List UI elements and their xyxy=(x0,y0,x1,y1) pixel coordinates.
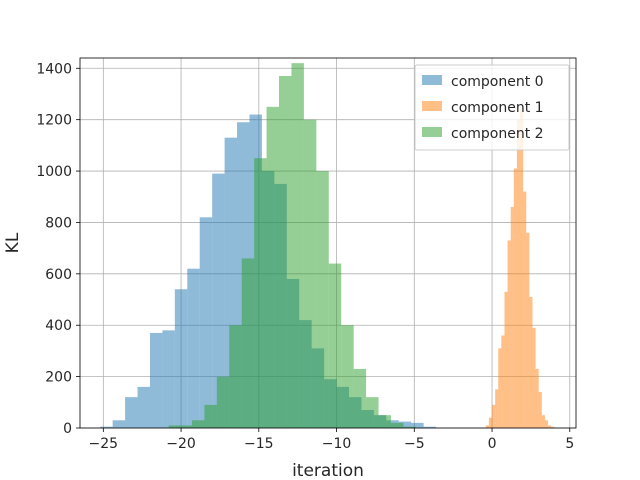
histogram-bar xyxy=(366,397,379,428)
y-tick-label: 1000 xyxy=(36,164,72,180)
histogram-bar xyxy=(279,75,292,428)
histogram-bar xyxy=(216,376,230,428)
histogram-bar xyxy=(523,191,527,428)
histogram-bar xyxy=(204,404,217,428)
legend: component 0 component 1 component 2 xyxy=(414,64,570,151)
histogram-bar xyxy=(485,425,489,428)
histogram-bar xyxy=(541,415,545,428)
histogram-bars xyxy=(100,63,555,429)
x-tick-label: −20 xyxy=(166,436,196,452)
histogram-bar xyxy=(266,106,280,428)
series-component-2 xyxy=(168,63,416,429)
histogram-bar xyxy=(149,332,163,428)
histogram-bar xyxy=(316,171,329,429)
histogram-bar xyxy=(162,330,175,428)
histogram-bar xyxy=(390,422,404,428)
histogram-bar xyxy=(526,232,530,428)
histogram-bar xyxy=(535,368,539,428)
histogram-bar xyxy=(411,422,424,428)
histogram-bar xyxy=(328,263,342,428)
histogram-bar xyxy=(516,119,521,429)
plot-frame xyxy=(79,57,577,429)
histogram-bar xyxy=(112,420,126,428)
histogram-bar xyxy=(551,426,555,428)
legend-label: component 0 xyxy=(451,74,544,90)
y-tick-label: 1400 xyxy=(36,61,72,77)
histogram-bar xyxy=(187,268,200,428)
legend-swatch xyxy=(422,127,442,137)
histogram-bar xyxy=(548,425,552,428)
y-tick-label: 200 xyxy=(45,370,72,386)
legend-swatch xyxy=(422,75,442,85)
histogram-bar xyxy=(137,386,150,428)
x-tick-label: −10 xyxy=(322,436,352,452)
histogram-bar xyxy=(501,335,505,428)
histogram-bar xyxy=(303,119,317,429)
histogram-bar xyxy=(520,109,524,428)
histogram-bar xyxy=(403,426,416,428)
histogram-bar xyxy=(229,325,242,428)
histogram-bar xyxy=(353,368,367,428)
legend-swatch xyxy=(422,101,442,111)
legend-label: component 2 xyxy=(451,126,544,142)
histogram-bar xyxy=(168,425,192,428)
x-tick-label: −15 xyxy=(244,436,274,452)
histogram-bar xyxy=(174,289,188,428)
histogram-bar xyxy=(241,258,255,428)
series-component-1 xyxy=(485,109,555,429)
histogram-bar xyxy=(199,217,213,428)
x-tick-label: −5 xyxy=(404,436,425,452)
histogram-bar xyxy=(504,291,508,428)
x-tick-label: 5 xyxy=(565,436,574,452)
histogram-bar xyxy=(529,296,533,428)
histogram-bar xyxy=(532,327,536,428)
y-tick-label: 0 xyxy=(63,421,72,437)
histogram-bar xyxy=(125,397,138,428)
histogram-bar xyxy=(378,415,391,428)
y-axis-label: KL xyxy=(3,232,23,253)
histogram-bar xyxy=(291,63,304,429)
x-tick-label: −25 xyxy=(89,436,119,452)
legend-box xyxy=(414,64,570,151)
histogram-bar xyxy=(513,168,517,428)
y-tick-label: 800 xyxy=(45,215,72,231)
histogram-bar xyxy=(191,420,205,428)
histogram-bar xyxy=(492,404,496,428)
histogram-bar xyxy=(100,426,113,428)
histogram-bar xyxy=(423,426,437,428)
histogram-bar xyxy=(341,325,354,428)
y-tick-label: 600 xyxy=(45,267,72,283)
histogram-bar xyxy=(498,348,502,428)
histogram-bar xyxy=(544,420,549,428)
histogram-bar xyxy=(398,421,412,428)
x-axis-label: iteration xyxy=(292,461,364,480)
y-tick-label: 400 xyxy=(45,318,72,334)
histogram-bar xyxy=(212,173,225,428)
x-tick-label: 0 xyxy=(488,436,497,452)
histogram-bar xyxy=(495,389,499,428)
y-tick-label: 1200 xyxy=(36,113,72,129)
histogram-bar xyxy=(254,158,267,429)
histogram-bar xyxy=(538,392,542,428)
histogram-bar xyxy=(510,207,514,428)
axis-ticks: −25 −20 −15 −10 −5 0 5 0 200 400 600 800 1000 1200 140… xyxy=(36,61,574,452)
legend-label: component 1 xyxy=(451,100,544,116)
histogram-bar xyxy=(507,240,511,428)
histogram-bar xyxy=(488,417,493,428)
